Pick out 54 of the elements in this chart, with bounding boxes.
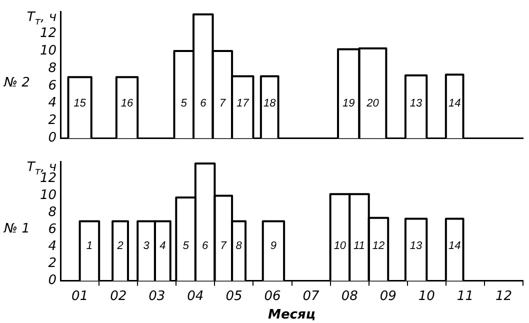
annotation: 8 bbox=[236, 240, 243, 252]
y-tick-label: 2 bbox=[48, 113, 57, 128]
x-tick-label: 12 bbox=[495, 288, 512, 304]
x-tick-label: 03 bbox=[148, 288, 166, 304]
y-tick-label: 12 bbox=[40, 171, 57, 186]
x-tick-label: 07 bbox=[302, 288, 320, 304]
annotation: 11 bbox=[354, 240, 365, 252]
annotation: 6 bbox=[200, 97, 208, 110]
y-tick-label: 0 bbox=[48, 273, 57, 288]
annotation: 5 bbox=[182, 240, 190, 252]
annotation: 15 bbox=[74, 97, 87, 110]
annotation: 12 bbox=[372, 240, 385, 252]
y-tick-label: 8 bbox=[48, 60, 57, 76]
annotation: 13 bbox=[410, 240, 424, 252]
x-tick-label: 02 bbox=[110, 288, 127, 304]
annotation: 14 bbox=[448, 97, 461, 110]
annotation: 17 bbox=[236, 97, 250, 110]
x-tick-label: 06 bbox=[264, 288, 281, 304]
text: № 2 bbox=[3, 75, 30, 90]
x-tick-label: 10 bbox=[418, 288, 435, 304]
y-tick-label: 0 bbox=[48, 130, 57, 146]
annotation: 6 bbox=[202, 240, 209, 252]
x-tick-label: 01 bbox=[72, 288, 88, 304]
y-tick-label: 6 bbox=[48, 78, 57, 94]
x-tick-label: 08 bbox=[341, 288, 358, 304]
annotation: 4 bbox=[160, 240, 166, 252]
annotation: 7 bbox=[220, 240, 228, 252]
y-tick-label: 12 bbox=[40, 26, 57, 41]
annotation: 19 bbox=[342, 97, 355, 110]
annotation: 1 bbox=[86, 240, 93, 252]
x-axis-title: Месяц bbox=[268, 308, 316, 323]
annotation: 7 bbox=[219, 97, 226, 110]
annotation: 2 bbox=[116, 240, 124, 252]
y-tick-label: 10 bbox=[40, 43, 57, 58]
annotation: 16 bbox=[120, 97, 134, 110]
y-tick-label: 8 bbox=[48, 205, 57, 220]
annotation: 5 bbox=[180, 97, 188, 110]
y-tick-label: 6 bbox=[48, 222, 57, 238]
annotation: 10 bbox=[334, 240, 347, 252]
annotation: 3 bbox=[143, 240, 150, 252]
annotation: 20 bbox=[366, 97, 380, 110]
y-tick-label: 4 bbox=[48, 96, 57, 111]
y-tick-label: 4 bbox=[48, 239, 57, 254]
annotation: 18 bbox=[263, 97, 277, 110]
x-tick-label: 05 bbox=[226, 288, 242, 304]
annotation: 13 bbox=[410, 97, 424, 110]
x-tick-label: 04 bbox=[187, 288, 204, 304]
y-tick-label: 2 bbox=[48, 256, 57, 272]
y-tick-label: 10 bbox=[40, 188, 57, 204]
x-tick-label: 09 bbox=[380, 288, 396, 304]
annotation: 14 bbox=[448, 240, 461, 252]
text: № 1 bbox=[3, 222, 30, 237]
annotation: 9 bbox=[270, 240, 277, 252]
x-tick-label: 11 bbox=[456, 288, 474, 304]
